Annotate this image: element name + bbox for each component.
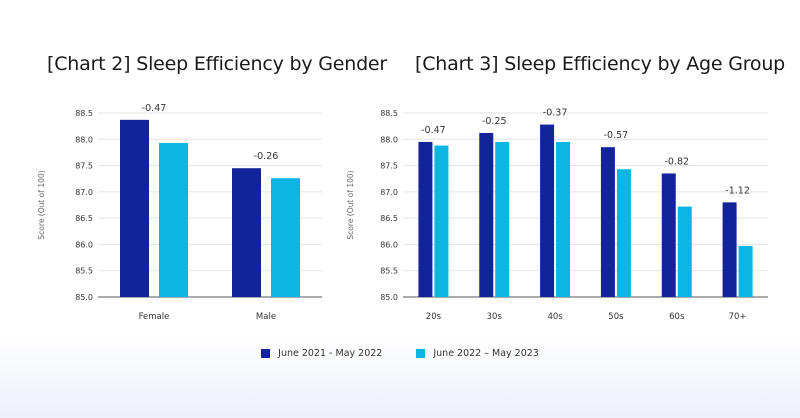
x-tick-label-age: 20s [426,312,442,322]
y-axis-title-gender: Score (Out of 100) [37,170,46,239]
legend: June 2021 - May 2022 June 2022 – May 202… [0,348,800,359]
legend-label-series-1: June 2021 - May 2022 [278,348,383,359]
data-label-age: -0.57 [604,130,629,141]
y-tick-label-gender: 87.0 [75,188,93,197]
data-label-age: -0.82 [664,156,689,167]
y-tick-label-gender: 87.5 [75,162,93,171]
y-tick-label-age: 87.0 [380,188,398,197]
legend-item-series-2: June 2022 – May 2023 [416,348,539,359]
y-tick-label-age: 87.5 [380,162,398,171]
x-tick-label-age: 30s [487,312,503,322]
bar-age-series-1 [540,124,555,298]
bar-age-series-1 [722,202,737,297]
bar-age-series-2 [677,206,692,297]
y-tick-label-age: 86.0 [380,240,398,249]
y-tick-label-gender: 85.5 [75,267,93,276]
data-label-age: -0.47 [421,125,446,136]
chart-title-gender: [Chart 2] Sleep Efficiency by Gender [47,53,388,75]
y-tick-label-gender: 88.0 [75,135,93,144]
bar-age-series-2 [434,145,449,297]
bar-age-series-2 [556,141,571,297]
bar-age-series-1 [600,147,615,297]
x-tick-label-gender: Female [139,312,170,322]
bar-age-series-1 [479,132,494,297]
data-label-gender: -0.26 [254,151,279,162]
bar-age-series-2 [738,246,753,297]
data-label-gender: -0.47 [142,103,167,114]
bar-gender-series-1 [232,168,261,297]
data-label-age: -0.25 [482,116,507,127]
x-tick-label-age: 70+ [729,312,747,322]
x-tick-label-age: 50s [608,312,624,322]
legend-label-series-2: June 2022 – May 2023 [433,348,539,359]
data-label-age: -1.12 [725,185,750,196]
x-tick-label-age: 60s [669,312,685,322]
y-tick-label-gender: 88.5 [75,109,93,118]
y-tick-label-age: 88.5 [380,109,398,118]
x-tick-label-gender: Male [256,312,276,322]
chart-title-age: [Chart 3] Sleep Efficiency by Age Group [415,53,786,75]
x-tick-label-age: 40s [547,312,563,322]
bar-age-series-2 [616,169,631,297]
y-axis-title-age: Score (Out of 100) [346,170,355,239]
bar-age-series-2 [495,141,510,297]
legend-swatch-series-2 [416,349,426,358]
legend-item-series-1: June 2021 - May 2022 [261,348,382,359]
y-tick-label-gender: 86.5 [75,214,93,223]
bar-gender-series-2 [271,178,300,297]
bar-gender-series-1 [120,119,149,297]
data-label-age: -0.37 [543,108,568,119]
y-tick-label-age: 88.0 [380,135,398,144]
y-tick-label-gender: 86.0 [75,240,93,249]
legend-swatch-series-1 [261,349,271,358]
y-tick-label-gender: 85.0 [75,293,93,302]
y-tick-label-age: 85.5 [380,267,398,276]
y-tick-label-age: 86.5 [380,214,398,223]
bar-gender-series-2 [159,142,188,297]
y-tick-label-age: 85.0 [380,293,398,302]
bar-age-series-1 [661,173,676,297]
bar-age-series-1 [418,141,433,297]
